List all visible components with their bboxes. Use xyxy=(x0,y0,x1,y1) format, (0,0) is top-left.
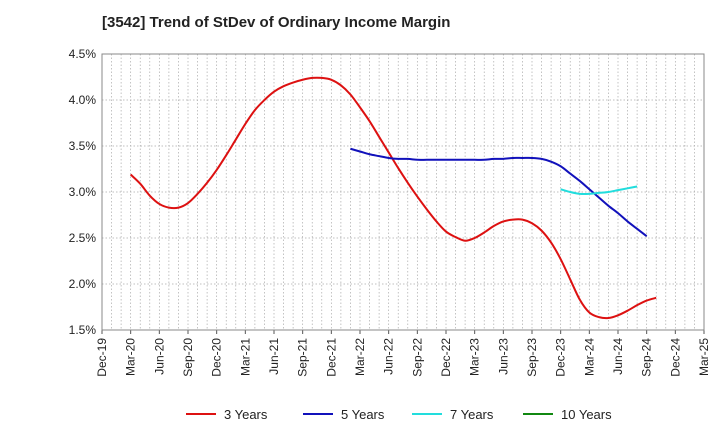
x-tick-label: Sep-22 xyxy=(410,338,424,377)
y-tick-label: 2.0% xyxy=(69,277,97,291)
y-tick-label: 2.5% xyxy=(69,231,97,245)
x-tick-label: Jun-21 xyxy=(267,338,281,375)
x-tick-label: Mar-21 xyxy=(238,338,252,376)
y-tick-label: 3.5% xyxy=(69,139,97,153)
legend-label-7-years: 7 Years xyxy=(450,407,494,422)
x-tick-label: Dec-21 xyxy=(324,338,338,377)
x-tick-label: Jun-22 xyxy=(382,338,396,375)
y-tick-label: 4.5% xyxy=(69,47,97,61)
x-tick-label: Dec-23 xyxy=(554,338,568,377)
series-line-3-years xyxy=(129,76,657,320)
x-tick-label: Dec-20 xyxy=(210,338,224,377)
x-tick-label: Mar-20 xyxy=(124,338,138,376)
x-tick-label: Jun-23 xyxy=(496,338,510,375)
x-tick-label: Mar-22 xyxy=(353,338,367,376)
legend-label-10-years: 10 Years xyxy=(561,407,612,422)
series-line-7-years xyxy=(560,185,638,196)
x-tick-label: Dec-19 xyxy=(95,338,109,377)
y-tick-label: 3.0% xyxy=(69,185,97,199)
x-tick-label: Sep-20 xyxy=(181,338,195,377)
x-tick-label: Mar-24 xyxy=(582,338,596,376)
y-tick-label: 4.0% xyxy=(69,93,97,107)
x-tick-label: Sep-23 xyxy=(525,338,539,377)
chart-title: [3542] Trend of StDev of Ordinary Income… xyxy=(102,14,451,31)
x-tick-label: Jun-20 xyxy=(152,338,166,375)
x-tick-label: Dec-22 xyxy=(439,338,453,377)
x-tick-label: Sep-24 xyxy=(640,338,654,377)
x-tick-label: Jun-24 xyxy=(611,338,625,375)
x-tick-label: Mar-23 xyxy=(468,338,482,376)
x-tick-label: Sep-21 xyxy=(296,338,310,377)
legend-label-5-years: 5 Years xyxy=(341,407,385,422)
x-tick-label: Mar-25 xyxy=(697,338,711,376)
x-tick-label: Dec-24 xyxy=(668,338,682,377)
legend-label-3-years: 3 Years xyxy=(224,407,268,422)
plot-frame xyxy=(101,53,705,331)
y-tick-label: 1.5% xyxy=(69,323,97,337)
series-line-5-years xyxy=(350,147,648,237)
